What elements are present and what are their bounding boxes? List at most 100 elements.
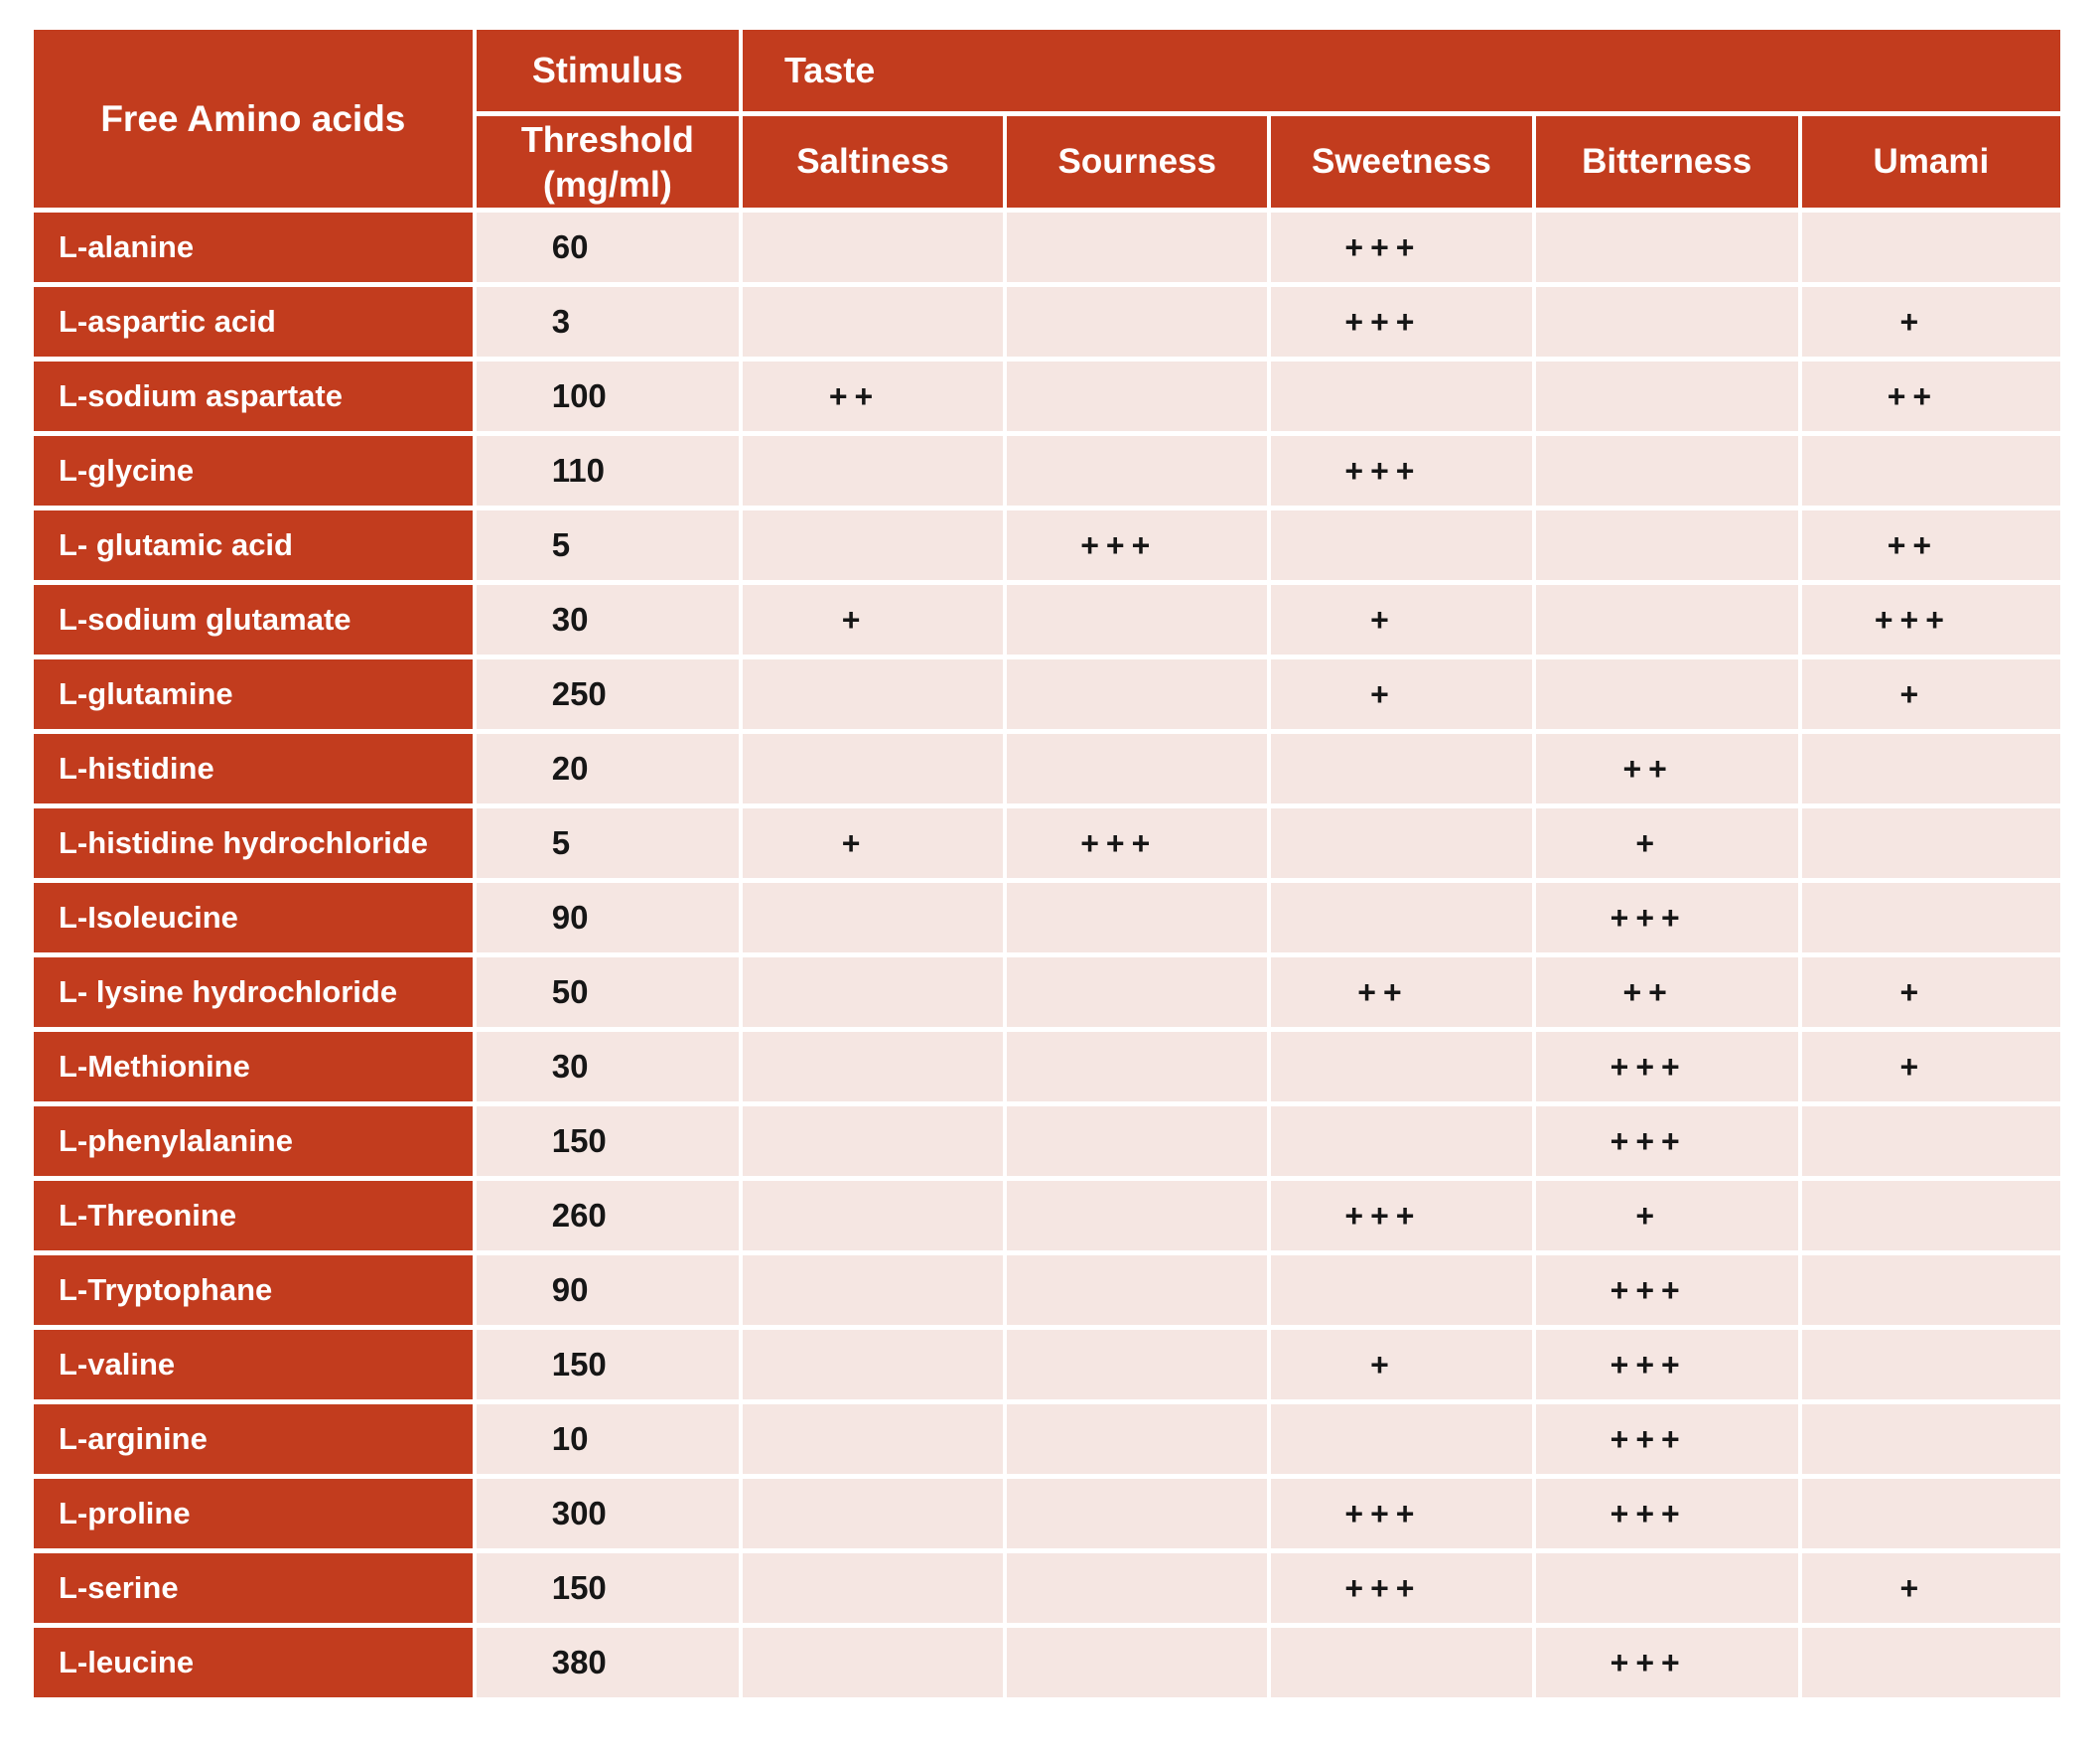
sweetness-value	[1271, 883, 1532, 952]
sourness-value	[1007, 1553, 1268, 1623]
sweetness-value	[1271, 1404, 1532, 1474]
saltiness-value	[742, 1628, 1004, 1697]
table-row: L-serine 150 +++ +	[34, 1553, 2060, 1623]
amino-acid-name: L-sodium aspartate	[34, 362, 473, 431]
threshold-value: 30	[476, 585, 739, 655]
threshold-value: 10	[476, 1404, 739, 1474]
table-row: L-glycine 110 +++	[34, 436, 2060, 506]
saltiness-value	[742, 883, 1004, 952]
saltiness-value	[742, 287, 1004, 357]
bitterness-value: +++	[1535, 1032, 1798, 1101]
sourness-value	[1007, 287, 1268, 357]
sweetness-value: +++	[1271, 1479, 1532, 1548]
amino-acid-name: L- lysine hydrochloride	[34, 957, 473, 1027]
bitterness-value: +++	[1535, 1330, 1798, 1399]
umami-value: +	[1801, 1553, 2060, 1623]
sourness-value	[1007, 1032, 1268, 1101]
amino-acid-name: L-histidine hydrochloride	[34, 808, 473, 878]
bitterness-value: +++	[1535, 1628, 1798, 1697]
sourness-value	[1007, 1106, 1268, 1176]
amino-acid-name: L-histidine	[34, 734, 473, 803]
saltiness-value: +	[742, 808, 1004, 878]
sourness-value	[1007, 585, 1268, 655]
bitterness-value	[1535, 510, 1798, 580]
column-header-bitterness: Bitterness	[1535, 116, 1798, 208]
table-row: L-valine 150 + +++	[34, 1330, 2060, 1399]
threshold-value: 150	[476, 1106, 739, 1176]
saltiness-value	[742, 1181, 1004, 1250]
amino-acid-name: L-phenylalanine	[34, 1106, 473, 1176]
saltiness-value: +	[742, 585, 1004, 655]
threshold-value: 90	[476, 883, 739, 952]
amino-acid-name: L-sodium glutamate	[34, 585, 473, 655]
table-row: L- glutamic acid 5 +++ ++	[34, 510, 2060, 580]
column-header-stimulus: Stimulus	[476, 30, 739, 111]
header-row-1: Free Amino acids Stimulus Taste	[34, 30, 2060, 208]
saltiness-value	[742, 436, 1004, 506]
sourness-value	[1007, 1181, 1268, 1250]
sweetness-value	[1271, 1628, 1532, 1697]
sourness-value	[1007, 1404, 1268, 1474]
table-row: L-aspartic acid 3 +++ +	[34, 287, 2060, 357]
umami-value	[1801, 1628, 2060, 1697]
sourness-value	[1007, 213, 1268, 282]
sweetness-value	[1271, 1255, 1532, 1325]
sourness-value: +++	[1007, 510, 1268, 580]
saltiness-value	[742, 510, 1004, 580]
threshold-value: 30	[476, 1032, 739, 1101]
sweetness-value	[1271, 1106, 1532, 1176]
table-row: L-Isoleucine 90 +++	[34, 883, 2060, 952]
saltiness-value	[742, 1330, 1004, 1399]
bitterness-value	[1535, 213, 1798, 282]
sourness-value	[1007, 436, 1268, 506]
bitterness-value: ++	[1535, 957, 1798, 1027]
sourness-value	[1007, 362, 1268, 431]
bitterness-value: +	[1535, 1181, 1798, 1250]
sweetness-value: +	[1271, 1330, 1532, 1399]
threshold-value: 50	[476, 957, 739, 1027]
threshold-value: 150	[476, 1553, 739, 1623]
amino-acid-name: L-glycine	[34, 436, 473, 506]
sweetness-value: +++	[1271, 213, 1532, 282]
amino-acid-name: L-Methionine	[34, 1032, 473, 1101]
table-row: L-histidine hydrochloride 5 + +++ +	[34, 808, 2060, 878]
saltiness-value	[742, 1106, 1004, 1176]
sweetness-value: ++	[1271, 957, 1532, 1027]
amino-acid-name: L-Threonine	[34, 1181, 473, 1250]
umami-value	[1801, 883, 2060, 952]
bitterness-value	[1535, 659, 1798, 729]
amino-acid-name: L-proline	[34, 1479, 473, 1548]
sweetness-value: +++	[1271, 1181, 1532, 1250]
table-row: L- lysine hydrochloride 50 ++ ++ +	[34, 957, 2060, 1027]
threshold-value: 110	[476, 436, 739, 506]
bitterness-value	[1535, 585, 1798, 655]
umami-value: +	[1801, 287, 2060, 357]
column-header-sourness: Sourness	[1007, 116, 1268, 208]
umami-value	[1801, 1181, 2060, 1250]
saltiness-value: ++	[742, 362, 1004, 431]
saltiness-value	[742, 1553, 1004, 1623]
amino-acid-name: L-valine	[34, 1330, 473, 1399]
header-row-2: Threshold (mg/ml) Saltiness Sourness Swe…	[34, 116, 2060, 208]
umami-value	[1801, 734, 2060, 803]
sourness-value	[1007, 1628, 1268, 1697]
column-header-saltiness: Saltiness	[742, 116, 1004, 208]
amino-acid-name: L-leucine	[34, 1628, 473, 1697]
table-row: L-histidine 20 ++	[34, 734, 2060, 803]
bitterness-value	[1535, 287, 1798, 357]
threshold-value: 380	[476, 1628, 739, 1697]
bitterness-value	[1535, 1553, 1798, 1623]
sweetness-value	[1271, 808, 1532, 878]
amino-acid-name: L- glutamic acid	[34, 510, 473, 580]
table-row: L-Tryptophane 90 +++	[34, 1255, 2060, 1325]
table-row: L-phenylalanine 150 +++	[34, 1106, 2060, 1176]
saltiness-value	[742, 213, 1004, 282]
umami-value: +	[1801, 1032, 2060, 1101]
sweetness-value	[1271, 1032, 1532, 1101]
saltiness-value	[742, 659, 1004, 729]
saltiness-value	[742, 957, 1004, 1027]
amino-acid-name: L-glutamine	[34, 659, 473, 729]
threshold-value: 300	[476, 1479, 739, 1548]
table-row: L-sodium aspartate 100 ++ ++	[34, 362, 2060, 431]
sweetness-value: +	[1271, 659, 1532, 729]
